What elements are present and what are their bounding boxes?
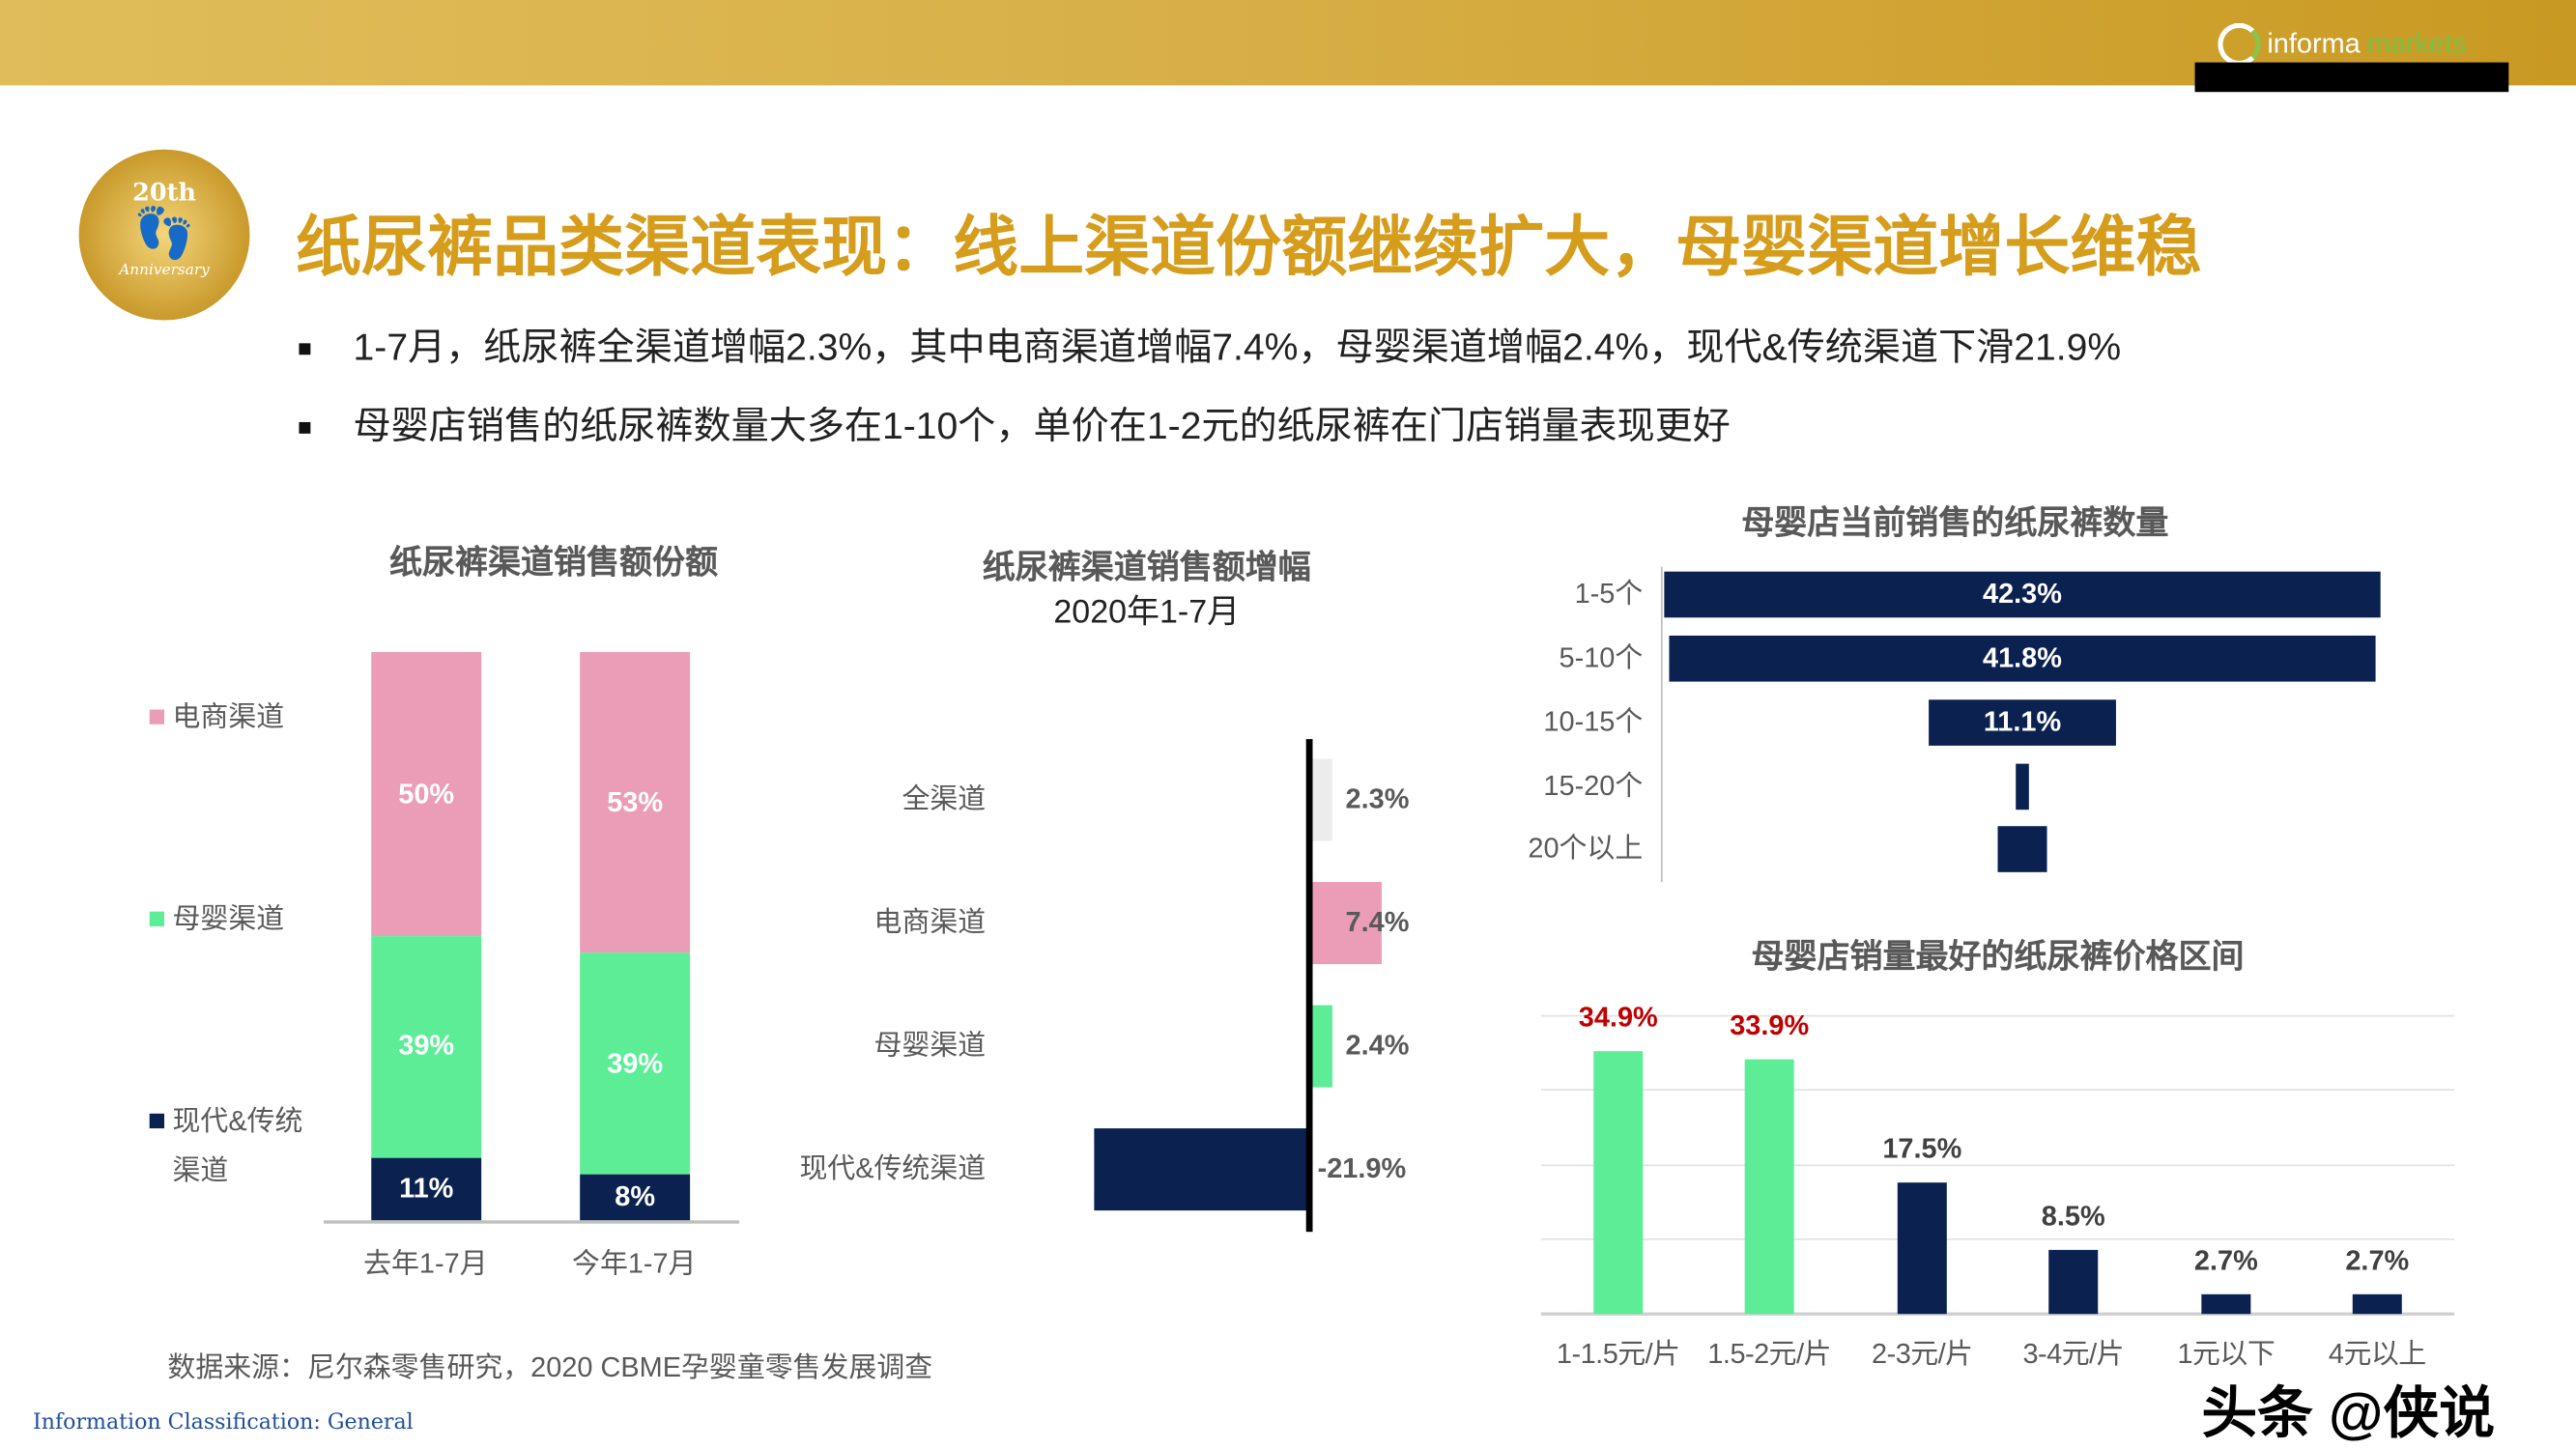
legend-label: 电商渠道 [172, 701, 285, 733]
data-label: 2.7% [2193, 1244, 2258, 1276]
redaction-bar [2194, 62, 2509, 93]
price-bar [1593, 1051, 1644, 1315]
badge-top: 20th [132, 177, 196, 208]
chart2-subtitle: 2020年1-7月 [1053, 594, 1241, 631]
bullet-2: 母婴店销售的纸尿裤数量大多在1-10个，单价在1-2元的纸尿裤在门店销量表现更好 [299, 394, 1731, 450]
legend-label: 现代&传统 [172, 1105, 303, 1137]
data-label: 8.5% [2041, 1200, 2105, 1233]
classification-label: Information Classification: General [33, 1410, 414, 1436]
chart1-title: 纸尿裤渠道销售额份额 [388, 545, 719, 582]
funnel-bar: 42.3% [1664, 571, 2381, 618]
data-label: 17.5% [1882, 1132, 1962, 1165]
y-axis-line [1660, 566, 1663, 883]
price-bar [2352, 1293, 2402, 1315]
data-label: 2.7% [2345, 1244, 2410, 1276]
price-bar [2201, 1293, 2251, 1315]
chart2-title: 纸尿裤渠道销售额增幅 [982, 550, 1311, 586]
x-tick-label: 3-4元/片 [2022, 1338, 2125, 1371]
footprint-icon: 👣 [133, 205, 195, 264]
data-label: -21.9% [1317, 1152, 1407, 1184]
funnel-bar: 41.8% [1668, 636, 2377, 682]
x-axis-line [323, 1220, 740, 1224]
x-tick-label: 去年1-7月 [363, 1248, 488, 1280]
category-label: 全渠道 [902, 783, 987, 815]
x-tick-label: 4元以上 [2328, 1338, 2426, 1371]
category-label: 5-10个 [1559, 641, 1644, 674]
watermark: 头条 @侠说 [2201, 1382, 2496, 1446]
bullet-icon [299, 422, 311, 435]
growth-bar [1309, 758, 1332, 841]
bullet-1: 1-7月，纸尿裤全渠道增幅2.3%，其中电商渠道增幅7.4%，母婴渠道增幅2.4… [299, 315, 2121, 371]
stacked-bar-segment: 53% [580, 652, 691, 953]
funnel-bar: 11.1% [1928, 699, 2117, 746]
legend-swatch [149, 709, 165, 724]
price-bar [1897, 1181, 1947, 1315]
logo-text-markets: markets [2366, 27, 2467, 60]
bullet-icon [299, 344, 311, 355]
legend-swatch [149, 911, 165, 926]
stacked-bar-segment: 50% [371, 652, 482, 937]
anniversary-badge: 20th 👣 Anniversary [78, 149, 250, 321]
bullet-text: 1-7月，纸尿裤全渠道增幅2.3%，其中电商渠道增幅7.4%，母婴渠道增幅2.4… [353, 325, 2122, 368]
legend-label: 渠道 [172, 1154, 229, 1186]
x-tick-label: 1元以下 [2177, 1338, 2275, 1371]
data-label: 2.4% [1345, 1030, 1410, 1062]
data-label: 34.9% [1578, 1002, 1658, 1034]
category-label: 现代&传统渠道 [799, 1152, 987, 1184]
funnel-bar [1996, 826, 2048, 872]
price-bar [2048, 1250, 2099, 1315]
zero-axis-line [1305, 739, 1313, 1233]
price-bar [1744, 1059, 1794, 1315]
growth-bar [1093, 1128, 1310, 1211]
data-label: 2.3% [1345, 783, 1410, 815]
legend-swatch [149, 1113, 165, 1129]
funnel-bar [2016, 763, 2030, 810]
category-label: 20个以上 [1528, 833, 1644, 865]
source-note: 数据来源：尼尔森零售研究，2020 CBME孕婴童零售发展调查 [167, 1351, 933, 1383]
growth-bar [1309, 882, 1383, 965]
logo-ring-icon [2218, 22, 2261, 67]
category-label: 母婴渠道 [873, 1030, 987, 1062]
x-tick-label: 1-1.5元/片 [1556, 1338, 1680, 1371]
chart3-title: 母婴店当前销售的纸尿裤数量 [1741, 505, 2169, 543]
stacked-bar-segment: 39% [580, 952, 691, 1176]
data-label: 33.9% [1730, 1009, 1810, 1041]
gridline [1540, 1237, 2455, 1240]
gridline [1540, 1089, 2455, 1091]
stacked-bar-segment: 11% [371, 1157, 482, 1221]
x-axis-line [1540, 1312, 2455, 1316]
gridline [1540, 1014, 2455, 1017]
category-label: 15-20个 [1543, 770, 1644, 802]
category-label: 1-5个 [1574, 578, 1644, 610]
data-label: 7.4% [1345, 906, 1410, 938]
category-label: 10-15个 [1543, 706, 1644, 738]
x-tick-label: 今年1-7月 [572, 1248, 697, 1280]
badge-bottom: Anniversary [119, 263, 210, 280]
header-band [0, 0, 2576, 86]
x-tick-label: 2-3元/片 [1872, 1338, 1973, 1371]
growth-bar [1309, 1005, 1333, 1088]
stacked-bar-segment: 39% [371, 936, 482, 1158]
legend-label: 母婴渠道 [172, 903, 285, 935]
gridline [1540, 1164, 2455, 1167]
page-title: 纸尿裤品类渠道表现：线上渠道份额继续扩大，母婴渠道增长维稳 [296, 212, 2202, 285]
informa-logo: informa markets [2218, 19, 2466, 69]
logo-text: informa [2267, 27, 2361, 60]
stacked-bar-segment: 8% [580, 1175, 691, 1221]
category-label: 电商渠道 [873, 906, 987, 938]
x-tick-label: 1.5-2元/片 [1707, 1338, 1832, 1371]
chart4-title: 母婴店销量最好的纸尿裤价格区间 [1751, 939, 2245, 976]
bullet-text: 母婴店销售的纸尿裤数量大多在1-10个，单价在1-2元的纸尿裤在门店销量表现更好 [353, 404, 1731, 447]
